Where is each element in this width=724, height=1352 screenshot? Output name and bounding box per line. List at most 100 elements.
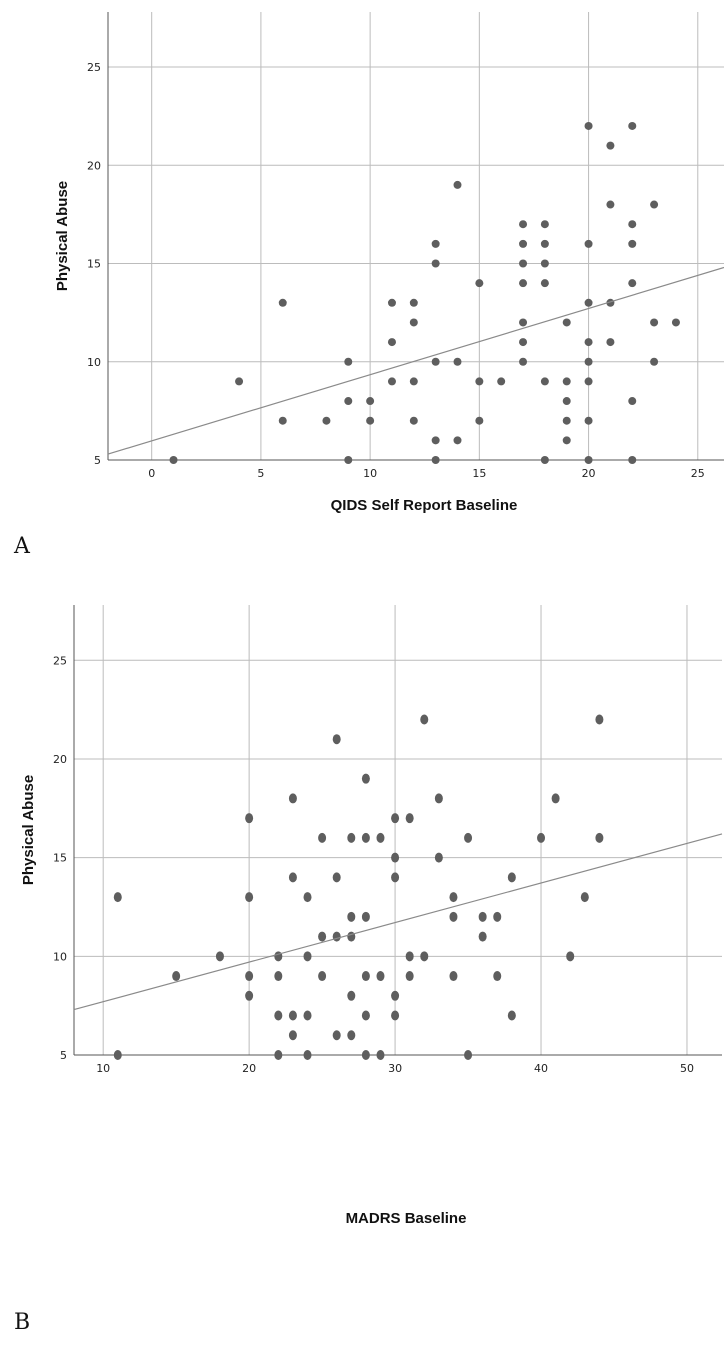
- y-tick-label: 20: [53, 753, 67, 766]
- data-point: [332, 734, 341, 745]
- data-point: [387, 338, 396, 347]
- x-tick-label: 20: [582, 467, 596, 480]
- data-point: [391, 852, 400, 863]
- fit-line: [73, 833, 723, 1011]
- x-tick-label: 10: [96, 1062, 110, 1075]
- data-point: [519, 259, 528, 268]
- data-point: [507, 872, 516, 883]
- data-point: [475, 377, 484, 386]
- data-point: [431, 239, 440, 248]
- data-point: [332, 931, 341, 942]
- data-point: [405, 971, 414, 982]
- data-point: [628, 220, 637, 229]
- data-point: [551, 793, 560, 804]
- data-point: [288, 872, 297, 883]
- x-tick-label: 0: [148, 467, 155, 480]
- data-point: [519, 338, 528, 347]
- data-point: [274, 1050, 283, 1060]
- data-point: [347, 990, 356, 1001]
- data-point: [332, 1030, 341, 1041]
- data-point: [344, 357, 353, 366]
- data-point: [172, 971, 181, 982]
- data-point: [606, 200, 615, 209]
- data-point: [540, 456, 549, 464]
- panel-label-b: B: [14, 1310, 31, 1335]
- data-point: [449, 892, 458, 903]
- data-point: [318, 832, 327, 843]
- data-point: [562, 377, 571, 386]
- data-point: [235, 377, 244, 386]
- data-point: [245, 892, 254, 903]
- data-point: [540, 377, 549, 386]
- data-point: [245, 990, 254, 1001]
- x-tick-label: 50: [680, 1062, 694, 1075]
- data-point: [361, 971, 370, 982]
- data-point: [361, 832, 370, 843]
- data-point: [431, 259, 440, 268]
- data-point: [303, 892, 312, 903]
- data-point: [475, 279, 484, 288]
- data-point: [562, 416, 571, 425]
- data-point: [584, 338, 593, 347]
- y-tick-label: 5: [60, 1049, 67, 1062]
- data-point: [113, 892, 122, 903]
- scatter-chart-a: 0 5 10 15 20 25 5 10 15 20 25 QIDS Self Report Base…: [0, 0, 724, 580]
- data-point: [584, 377, 593, 386]
- data-point: [361, 911, 370, 922]
- y-tick-label: 10: [53, 950, 67, 963]
- scatter-plot-a: 0 5 10 15 20 25 5 10 15 20 25 QIDS Self Report Base…: [54, 12, 724, 514]
- data-point: [464, 832, 473, 843]
- data-point: [453, 436, 462, 445]
- data-point: [595, 714, 604, 725]
- data-point: [562, 318, 571, 327]
- data-point: [595, 832, 604, 843]
- data-point: [245, 971, 254, 982]
- data-point: [391, 1010, 400, 1021]
- data-point: [650, 357, 659, 366]
- data-point: [475, 416, 484, 425]
- data-point: [344, 397, 353, 406]
- data-point: [584, 239, 593, 248]
- grid-lines: [74, 605, 722, 1056]
- y-axis-title: Physical Abuse: [54, 181, 71, 291]
- data-point: [628, 121, 637, 130]
- data-point: [405, 951, 414, 962]
- data-point: [519, 357, 528, 366]
- y-tick-label: 15: [53, 852, 67, 865]
- x-axis-title: QIDS Self Report Baseline: [331, 497, 518, 514]
- data-point: [288, 1030, 297, 1041]
- data-point: [478, 911, 487, 922]
- data-point: [650, 200, 659, 209]
- x-axis-title: MADRS Baseline: [346, 1210, 467, 1227]
- data-point: [628, 397, 637, 406]
- data-point: [431, 436, 440, 445]
- data-point: [562, 397, 571, 406]
- data-point: [274, 1010, 283, 1021]
- data-point: [409, 298, 418, 307]
- y-tick-label: 10: [87, 356, 101, 369]
- data-point: [519, 279, 528, 288]
- data-point: [628, 279, 637, 288]
- data-point: [449, 971, 458, 982]
- data-point: [671, 318, 680, 327]
- data-point: [540, 279, 549, 288]
- data-point: [493, 971, 502, 982]
- data-point: [361, 773, 370, 784]
- data-point: [431, 456, 440, 464]
- data-point: [288, 793, 297, 804]
- y-tick-label: 5: [94, 454, 101, 467]
- data-point: [391, 813, 400, 824]
- y-tick-label: 25: [53, 654, 67, 667]
- data-point: [519, 220, 528, 229]
- data-point: [434, 793, 443, 804]
- data-point: [361, 1050, 370, 1060]
- data-point: [409, 318, 418, 327]
- fit-line: [107, 266, 724, 455]
- data-point: [391, 872, 400, 883]
- y-tick-label: 20: [87, 159, 101, 172]
- data-point: [449, 911, 458, 922]
- data-point: [628, 456, 637, 464]
- data-point: [361, 1010, 370, 1021]
- data-point: [493, 911, 502, 922]
- data-point: [519, 239, 528, 248]
